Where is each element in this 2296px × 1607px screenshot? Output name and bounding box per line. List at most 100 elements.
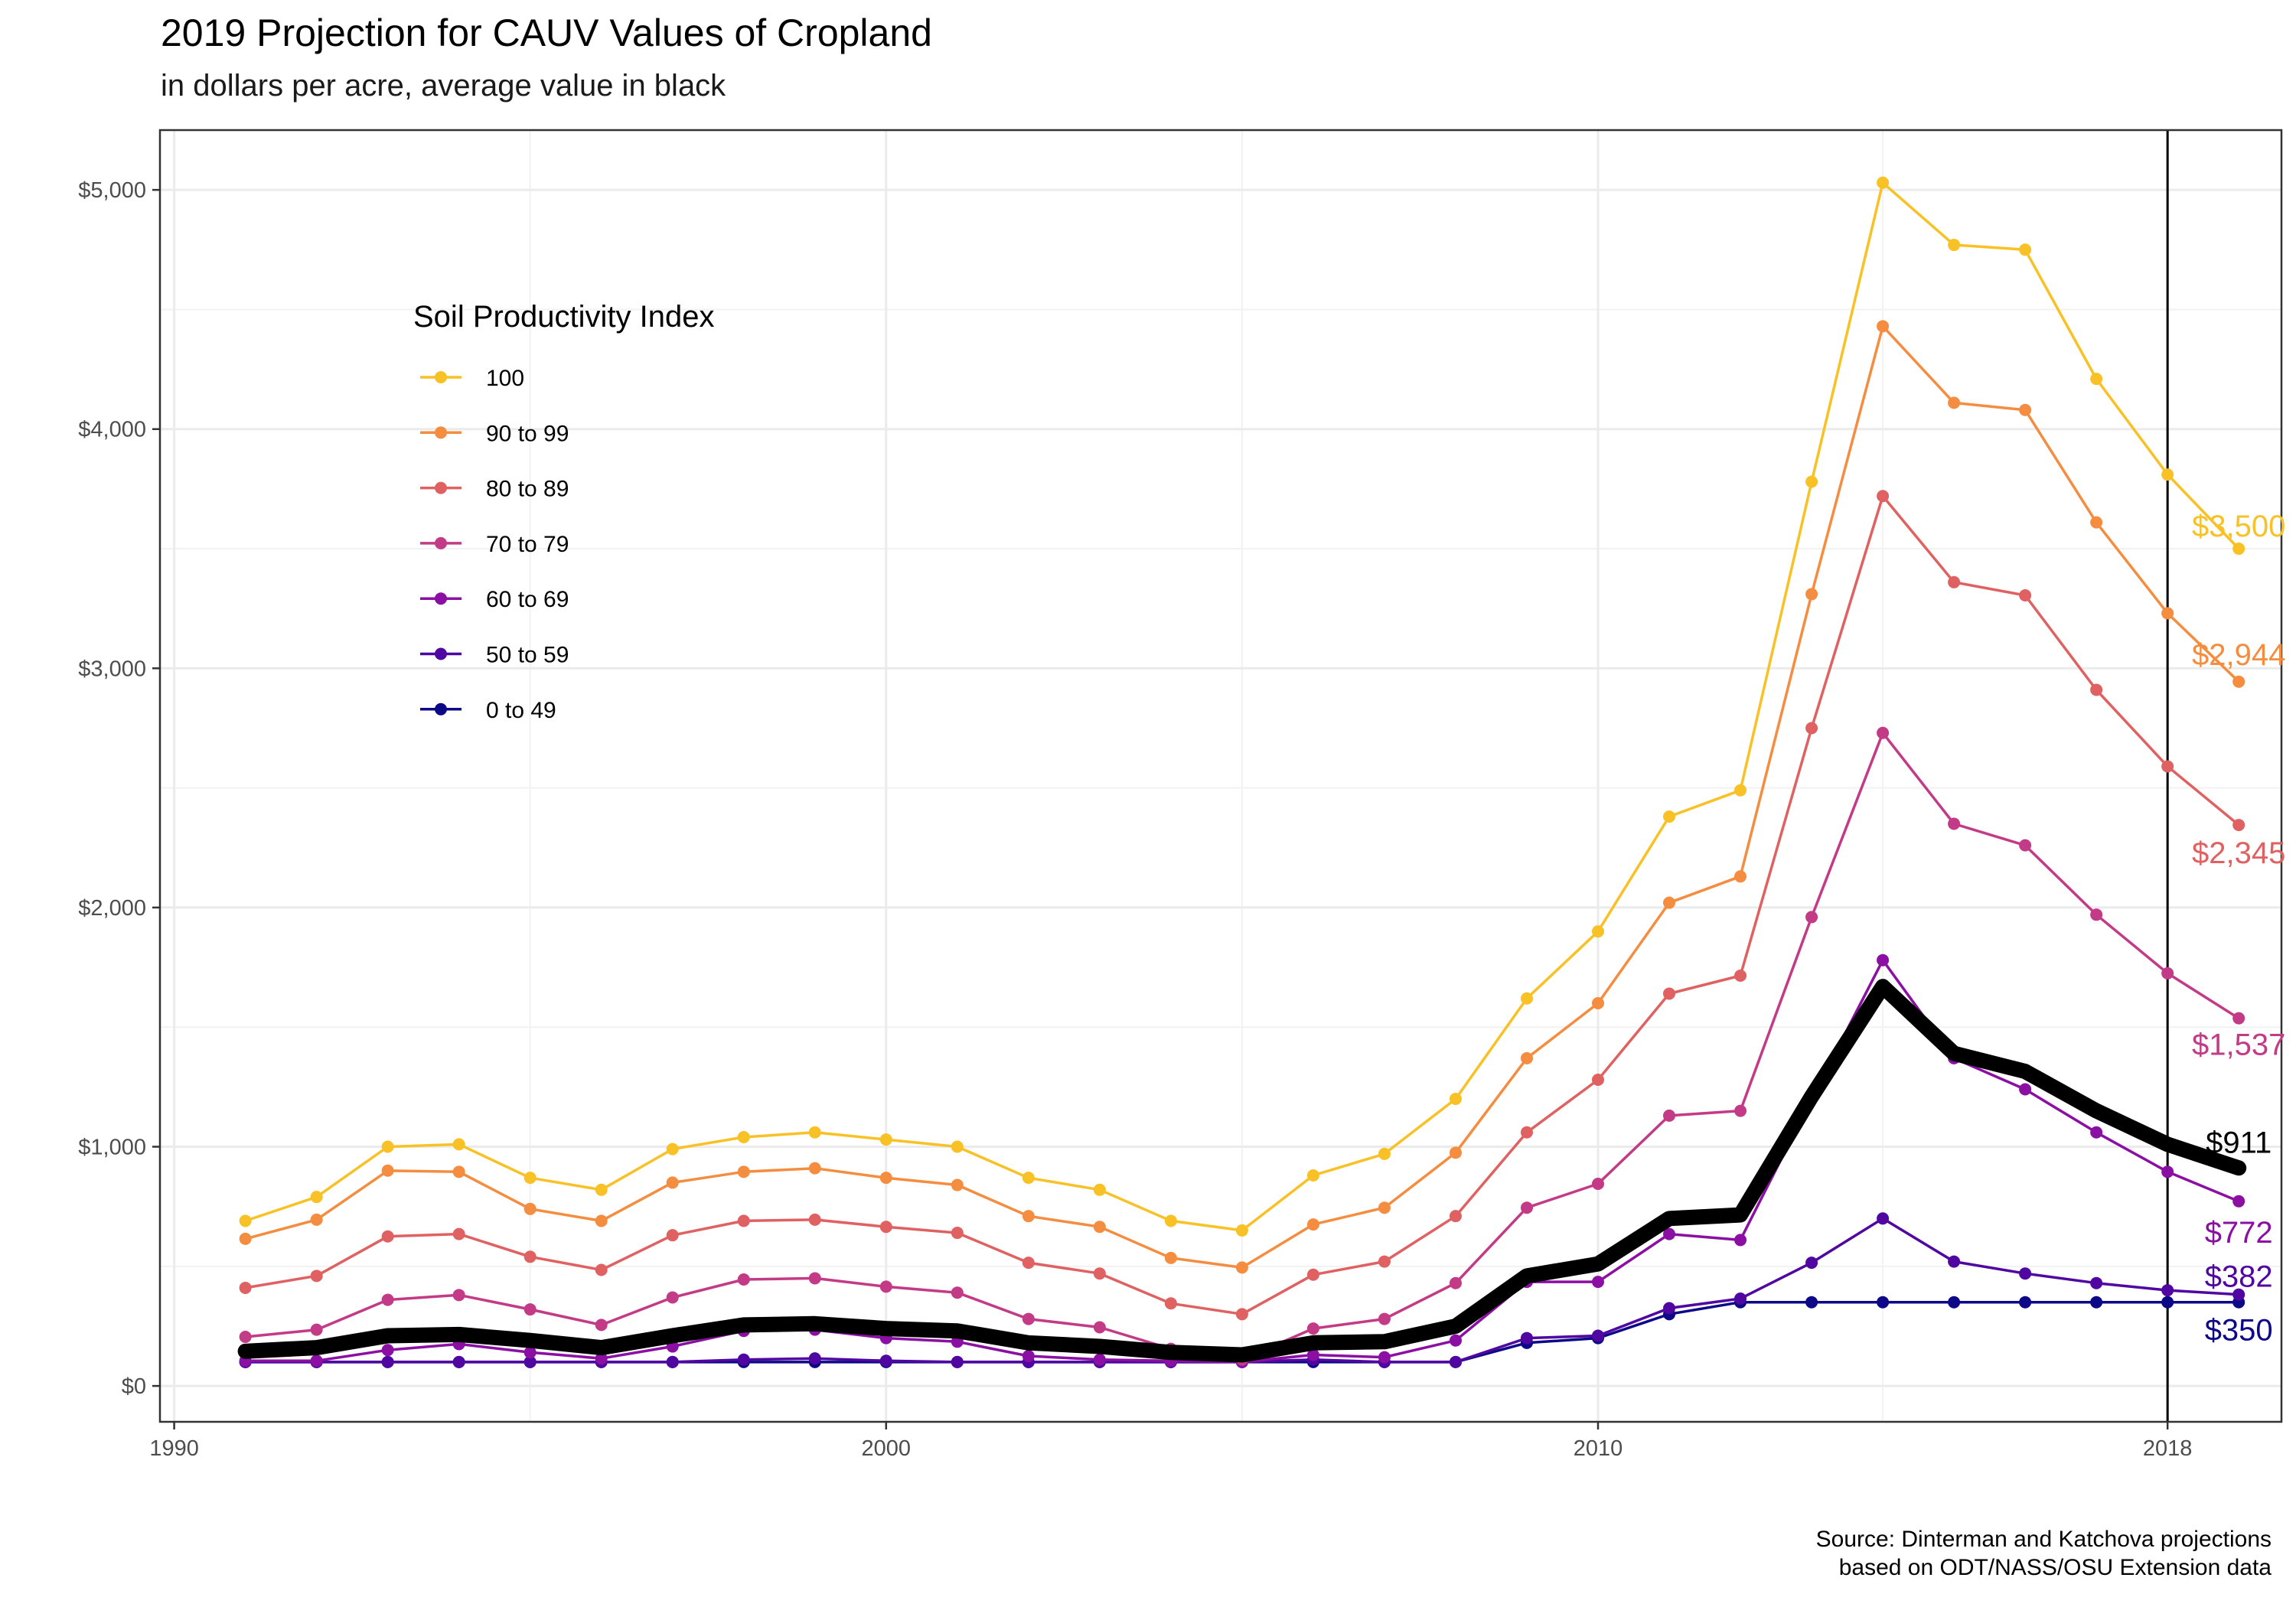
data-point: [2161, 1296, 2174, 1309]
data-point: [1592, 1329, 1605, 1342]
data-point: [808, 1272, 821, 1285]
data-point: [2161, 468, 2174, 481]
data-point: [2019, 588, 2032, 601]
data-point: [1805, 475, 1818, 488]
data-point: [1734, 784, 1747, 797]
data-point: [1805, 722, 1818, 735]
data-point: [1306, 1218, 1319, 1231]
data-point: [808, 1352, 821, 1365]
data-point: [1805, 1257, 1818, 1270]
legend-label: 70 to 79: [486, 532, 569, 557]
end-labels: $3,500 $2,944 $2,345 $1,537 $772 $382 $350 $911: [2192, 510, 2285, 1348]
data-point: [1520, 1332, 1533, 1345]
data-point: [1093, 1353, 1106, 1366]
legend-label: 60 to 69: [486, 587, 569, 612]
data-point: [1378, 1351, 1391, 1364]
data-point: [2090, 1276, 2103, 1289]
data-point: [310, 1191, 323, 1204]
data-point: [2232, 1288, 2245, 1301]
data-point: [452, 1227, 465, 1240]
data-point: [2090, 516, 2103, 529]
series-end-label: $1,537: [2192, 1028, 2285, 1062]
series-end-label: $2,345: [2192, 836, 2285, 870]
data-point: [2161, 760, 2174, 773]
data-point: [737, 1131, 750, 1144]
data-point: [1592, 996, 1605, 1009]
data-point: [1663, 810, 1676, 823]
data-point: [2161, 607, 2174, 620]
series-end-label: $2,944: [2192, 638, 2285, 672]
data-point: [879, 1221, 892, 1234]
data-point: [1022, 1312, 1035, 1325]
data-point: [737, 1165, 750, 1178]
x-tick-label: 2000: [862, 1436, 912, 1461]
average-end-label: $911: [2206, 1126, 2272, 1159]
data-point: [239, 1232, 252, 1245]
data-point: [1022, 1172, 1035, 1185]
data-point: [1378, 1201, 1391, 1214]
data-point: [1378, 1147, 1391, 1160]
data-point: [523, 1346, 536, 1359]
data-point: [1734, 970, 1747, 983]
legend-key-point: [435, 702, 447, 715]
data-point: [1948, 239, 1961, 252]
legend-key-point: [435, 647, 447, 660]
data-point: [1449, 1355, 1462, 1368]
legend: Soil Productivity Index 100 90 to 99 80 to…: [413, 300, 715, 723]
data-point: [1164, 1251, 1177, 1264]
series-end-label: $382: [2205, 1260, 2273, 1294]
legend-label: 50 to 59: [486, 643, 569, 668]
data-point: [381, 1164, 394, 1177]
data-point: [595, 1263, 608, 1276]
data-point: [381, 1355, 394, 1368]
legend-title: Soil Productivity Index: [413, 300, 715, 334]
data-point: [310, 1323, 323, 1336]
data-point: [452, 1355, 465, 1368]
data-point: [1306, 1169, 1319, 1182]
data-point: [1805, 911, 1818, 924]
data-point: [1877, 1212, 1890, 1225]
data-point: [2090, 373, 2103, 386]
data-point: [1877, 490, 1890, 503]
data-point: [1734, 1234, 1747, 1247]
data-point: [951, 1355, 964, 1368]
data-point: [737, 1214, 750, 1227]
data-point: [1663, 896, 1676, 909]
data-point: [1663, 1227, 1676, 1240]
legend-key-point: [435, 481, 447, 494]
legend-label: 100: [486, 366, 524, 391]
data-point: [1592, 1276, 1605, 1289]
data-point: [2161, 966, 2174, 980]
data-point: [1948, 575, 1961, 588]
data-point: [1022, 1210, 1035, 1223]
axes: $0 $1,000 $2,000 $3,000 $4,000 $5,000 1990 2000…: [78, 178, 2192, 1461]
data-point: [595, 1183, 608, 1196]
plot-border: [158, 129, 2283, 1423]
x-tick-label: 2010: [1574, 1436, 1623, 1461]
data-point: [1877, 953, 1890, 966]
data-point: [523, 1355, 536, 1368]
data-point: [2232, 819, 2245, 832]
data-point: [452, 1165, 465, 1178]
data-point: [381, 1344, 394, 1357]
data-point: [2161, 1165, 2174, 1178]
caption-line-2: based on ODT/NASS/OSU Extension data: [1838, 1555, 2272, 1580]
y-tick-label: $2,000: [78, 896, 146, 921]
data-point: [381, 1293, 394, 1306]
data-point: [1948, 817, 1961, 830]
data-point: [666, 1143, 679, 1156]
data-point: [666, 1229, 679, 1242]
legend-key-point: [435, 536, 447, 549]
data-point: [666, 1176, 679, 1189]
data-point: [1877, 176, 1890, 189]
data-point: [2090, 908, 2103, 921]
data-point: [951, 1227, 964, 1240]
y-tick-label: $1,000: [78, 1136, 146, 1160]
data-point: [1948, 1296, 1961, 1309]
data-point: [1093, 1267, 1106, 1280]
data-point: [2019, 243, 2032, 256]
data-point: [808, 1162, 821, 1175]
data-point: [1592, 925, 1605, 938]
data-point: [381, 1230, 394, 1243]
legend-label: 80 to 89: [486, 477, 569, 502]
